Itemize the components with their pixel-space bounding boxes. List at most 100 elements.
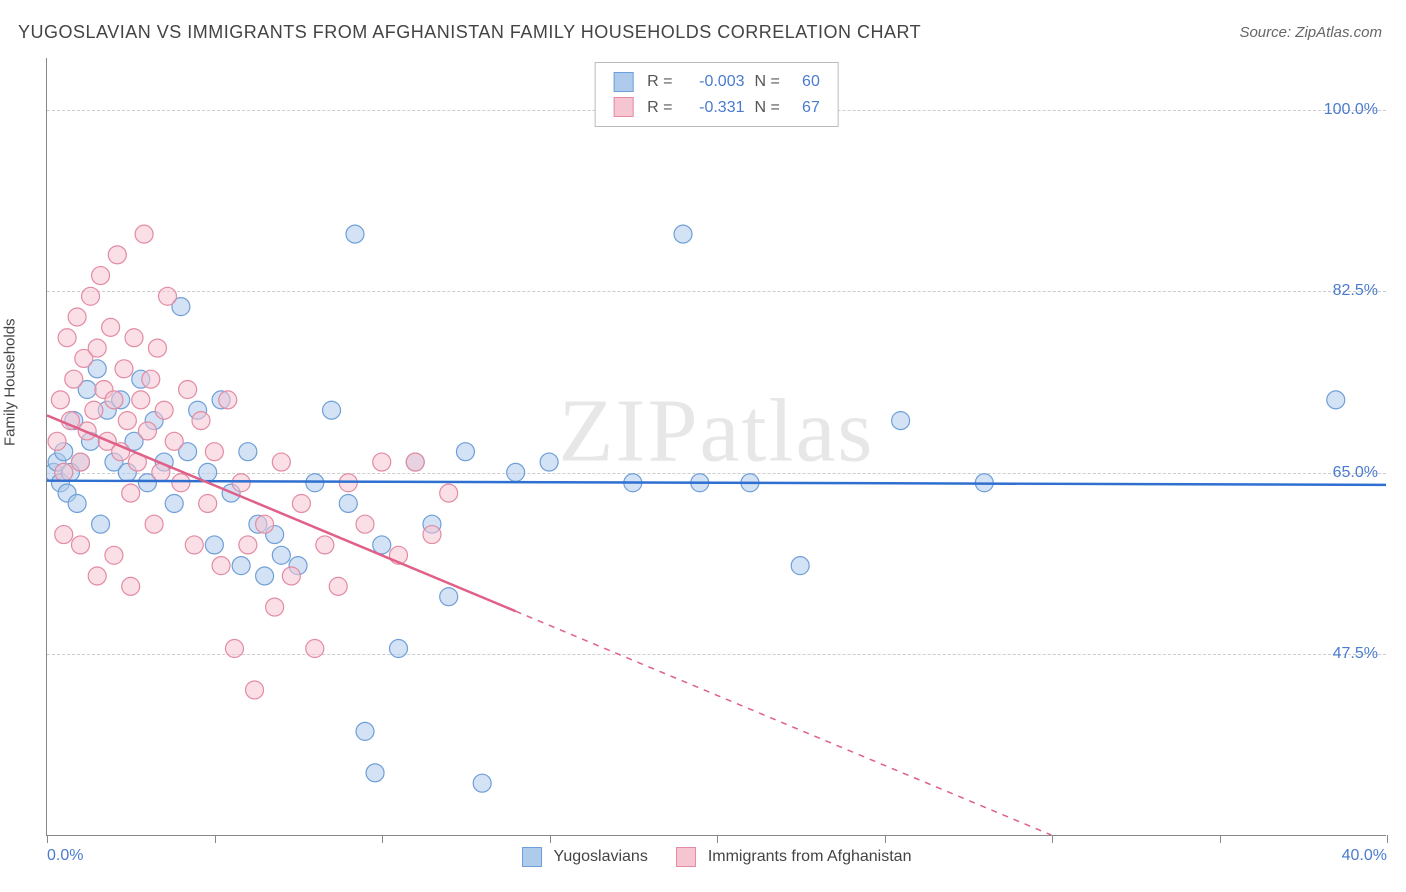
data-point	[356, 515, 374, 533]
stats-n-label-0: N =	[755, 69, 780, 95]
stats-swatch-1	[613, 97, 633, 117]
data-point	[138, 422, 156, 440]
legend-label-0: Yugoslavians	[554, 848, 648, 866]
data-point	[406, 453, 424, 471]
data-point	[192, 412, 210, 430]
data-point	[212, 557, 230, 575]
trend-line-dashed	[516, 611, 1052, 835]
plot-area: ZIPatlas R = -0.003 N = 60 R = -0.331 N …	[46, 58, 1386, 836]
xtick-label: 40.0%	[1342, 847, 1387, 865]
data-point	[356, 722, 374, 740]
data-point	[55, 526, 73, 544]
data-point	[239, 536, 257, 554]
xtick-label: 0.0%	[47, 847, 83, 865]
stats-r-value-0: -0.003	[683, 69, 745, 95]
legend-item-0: Yugoslavians	[522, 847, 648, 867]
data-point	[122, 577, 140, 595]
data-point	[68, 308, 86, 326]
data-point	[118, 412, 136, 430]
data-point	[159, 287, 177, 305]
data-point	[71, 453, 89, 471]
data-point	[165, 432, 183, 450]
data-point	[232, 557, 250, 575]
data-point	[266, 598, 284, 616]
xtick	[717, 835, 718, 843]
stats-row-1: R = -0.331 N = 67	[613, 95, 820, 121]
chart-source: Source: ZipAtlas.com	[1239, 24, 1382, 41]
xtick	[47, 835, 48, 843]
data-point	[306, 640, 324, 658]
data-point	[239, 443, 257, 461]
data-point	[1327, 391, 1345, 409]
stats-n-value-0: 60	[790, 69, 820, 95]
data-point	[122, 484, 140, 502]
data-point	[148, 339, 166, 357]
data-point	[179, 381, 197, 399]
data-point	[232, 474, 250, 492]
bottom-legend: Yugoslavians Immigrants from Afghanistan	[522, 847, 912, 867]
data-point	[389, 640, 407, 658]
data-point	[88, 567, 106, 585]
data-point	[366, 764, 384, 782]
xtick	[1052, 835, 1053, 843]
data-point	[329, 577, 347, 595]
data-point	[58, 329, 76, 347]
chart-svg	[47, 58, 1386, 835]
data-point	[132, 391, 150, 409]
data-point	[82, 287, 100, 305]
chart-container: YUGOSLAVIAN VS IMMIGRANTS FROM AFGHANIST…	[0, 0, 1406, 892]
data-point	[92, 267, 110, 285]
stats-n-value-1: 67	[790, 95, 820, 121]
legend-swatch-1	[676, 847, 696, 867]
trend-line	[47, 415, 516, 611]
data-point	[92, 515, 110, 533]
data-point	[346, 225, 364, 243]
data-point	[507, 463, 525, 481]
data-point	[256, 515, 274, 533]
y-axis-label: Family Households	[2, 318, 19, 446]
data-point	[172, 474, 190, 492]
data-point	[102, 318, 120, 336]
data-point	[219, 391, 237, 409]
legend-label-1: Immigrants from Afghanistan	[708, 848, 912, 866]
data-point	[68, 494, 86, 512]
xtick	[885, 835, 886, 843]
data-point	[246, 681, 264, 699]
data-point	[292, 494, 310, 512]
stats-r-label-1: R =	[647, 95, 672, 121]
stats-swatch-0	[613, 72, 633, 92]
xtick	[550, 835, 551, 843]
xtick	[1387, 835, 1388, 843]
data-point	[145, 515, 163, 533]
data-point	[323, 401, 341, 419]
data-point	[339, 494, 357, 512]
data-point	[440, 484, 458, 502]
data-point	[199, 494, 217, 512]
data-point	[55, 463, 73, 481]
data-point	[135, 225, 153, 243]
data-point	[71, 536, 89, 554]
data-point	[51, 391, 69, 409]
data-point	[440, 588, 458, 606]
data-point	[272, 546, 290, 564]
stats-row-0: R = -0.003 N = 60	[613, 69, 820, 95]
xtick	[215, 835, 216, 843]
data-point	[540, 453, 558, 471]
data-point	[373, 536, 391, 554]
data-point	[282, 567, 300, 585]
legend-swatch-0	[522, 847, 542, 867]
xtick	[382, 835, 383, 843]
data-point	[205, 536, 223, 554]
data-point	[456, 443, 474, 461]
data-point	[165, 494, 183, 512]
stats-n-label-1: N =	[755, 95, 780, 121]
data-point	[155, 401, 173, 419]
data-point	[105, 391, 123, 409]
data-point	[185, 536, 203, 554]
data-point	[892, 412, 910, 430]
data-point	[115, 360, 133, 378]
data-point	[373, 453, 391, 471]
chart-title: YUGOSLAVIAN VS IMMIGRANTS FROM AFGHANIST…	[18, 22, 921, 43]
stats-box: R = -0.003 N = 60 R = -0.331 N = 67	[594, 62, 839, 127]
stats-r-value-1: -0.331	[683, 95, 745, 121]
